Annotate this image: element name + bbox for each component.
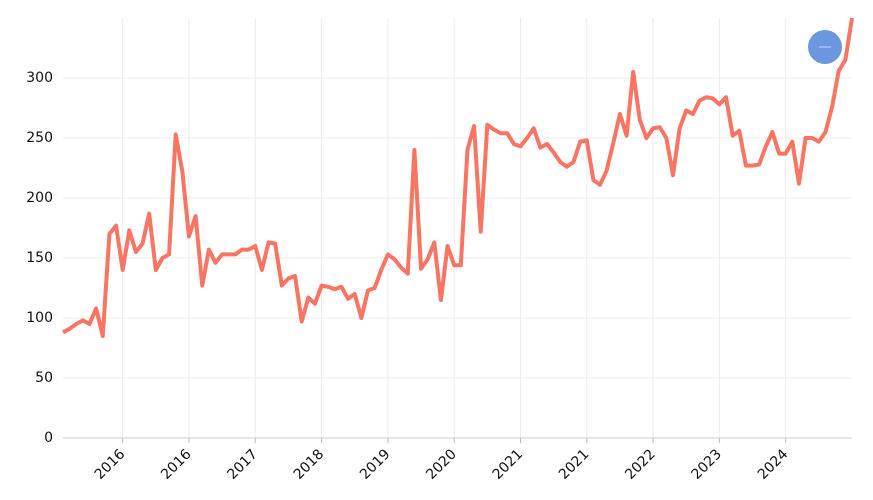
y-tick-label: 300 — [26, 70, 53, 86]
x-tick-label: 2019 — [357, 446, 394, 483]
x-tick-label: 2018 — [291, 446, 328, 483]
y-tick-label: 250 — [26, 130, 53, 146]
y-tick-label: 150 — [26, 250, 53, 266]
x-tick-label: 2022 — [622, 446, 659, 483]
grid — [63, 18, 852, 439]
data-line — [62, 17, 854, 338]
y-tick-label: 100 — [26, 310, 53, 326]
y-tick-label: 50 — [35, 370, 53, 386]
x-tick-label: 2016 — [92, 446, 129, 483]
x-tick-label: 2021 — [556, 446, 593, 483]
x-tick-label: 2017 — [224, 446, 261, 483]
plot — [62, 17, 854, 338]
x-tick-label: 2021 — [490, 446, 527, 483]
y-tick-label: 200 — [26, 190, 53, 206]
x-tick-label: 2020 — [423, 446, 460, 483]
y-tick-label: 0 — [44, 430, 53, 446]
x-tick-label: 2024 — [755, 446, 792, 483]
x-tick-label: 2016 — [158, 446, 195, 483]
x-tick-label: 2023 — [689, 446, 726, 483]
